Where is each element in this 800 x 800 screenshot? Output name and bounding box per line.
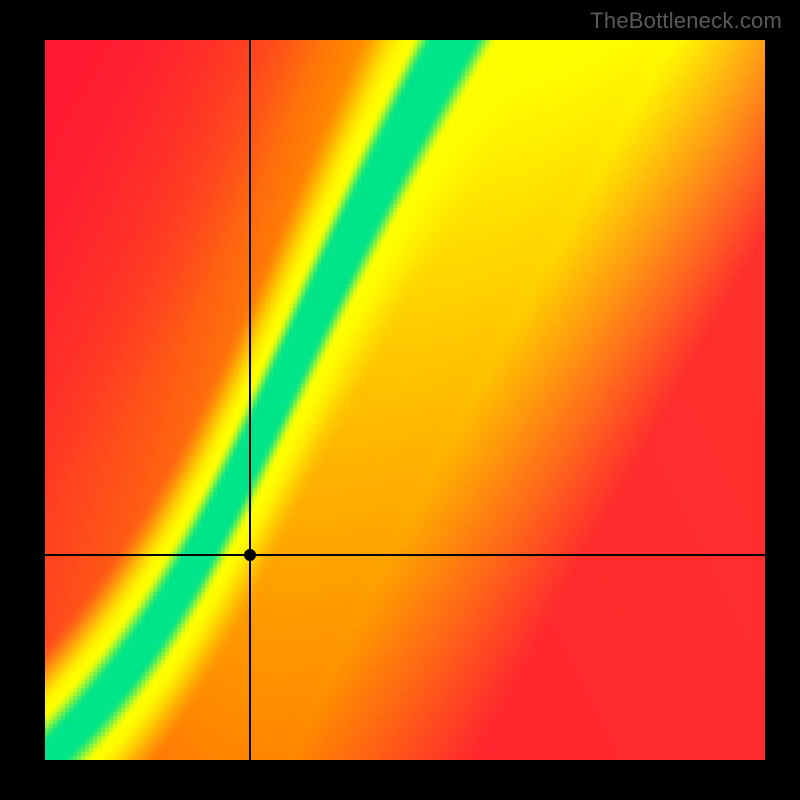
crosshair-vertical xyxy=(249,40,251,760)
bottleneck-heatmap-canvas xyxy=(45,40,765,760)
crosshair-horizontal xyxy=(45,554,765,556)
selected-point-marker xyxy=(244,549,256,561)
watermark-text: TheBottleneck.com xyxy=(590,8,782,34)
chart-container: TheBottleneck.com xyxy=(0,0,800,800)
